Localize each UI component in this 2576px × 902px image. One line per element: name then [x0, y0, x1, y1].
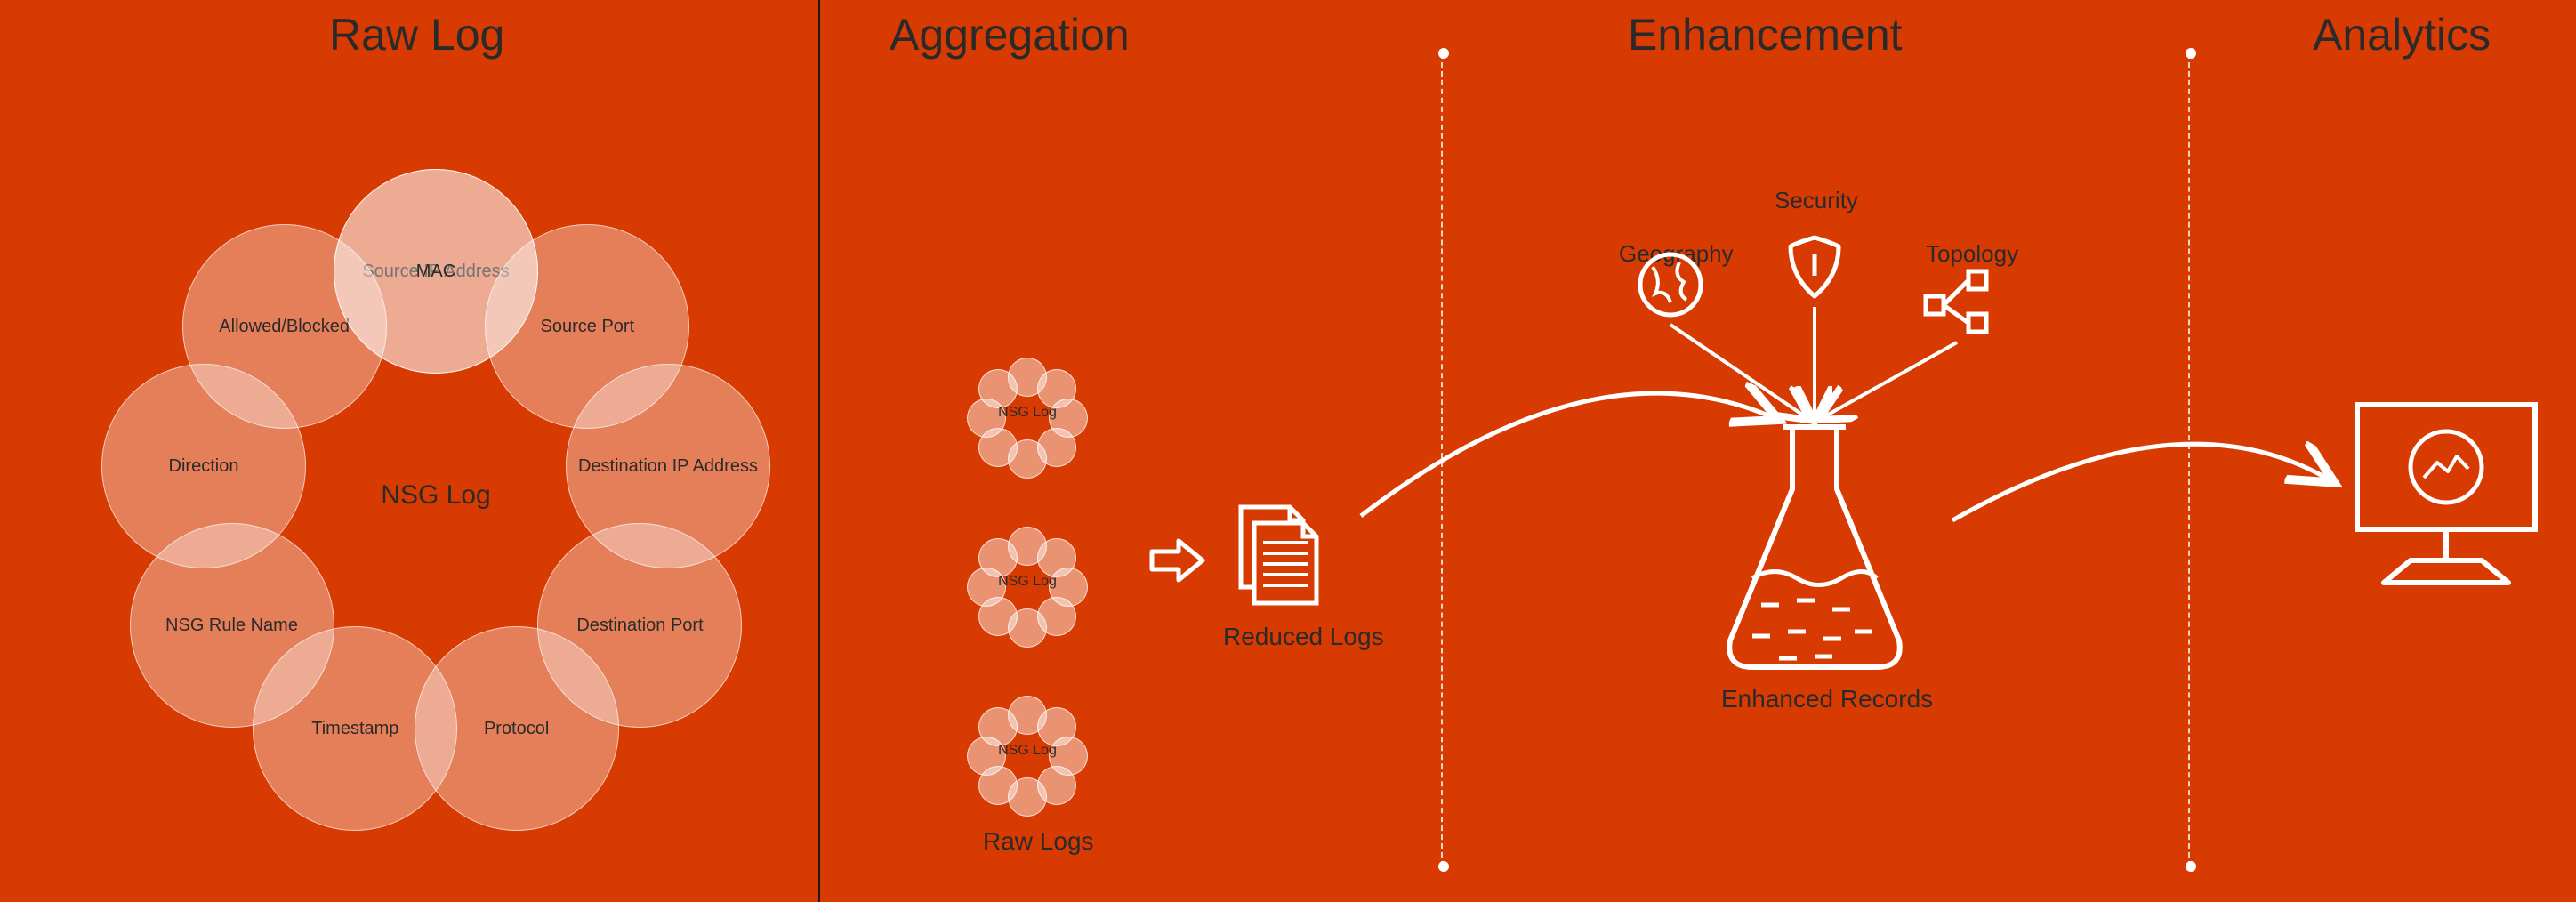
enh-dim-label-security: Security	[1775, 187, 1858, 214]
flask-icon	[1729, 427, 1899, 667]
enhanced-records-label: Enhanced Records	[1721, 685, 1933, 713]
topology-icon	[1917, 262, 1997, 342]
flow-arc	[1361, 393, 1775, 516]
monitor-icon	[2357, 405, 2535, 583]
geography-icon	[1630, 245, 1711, 325]
flow-arc	[1952, 444, 2330, 520]
overlay-svg	[0, 0, 2576, 902]
enh-dim-arrow	[1822, 342, 1957, 418]
security-icon	[1775, 227, 1855, 307]
diagram-stage: Raw LogAggregationEnhancementAnalyticsSo…	[0, 0, 2576, 902]
